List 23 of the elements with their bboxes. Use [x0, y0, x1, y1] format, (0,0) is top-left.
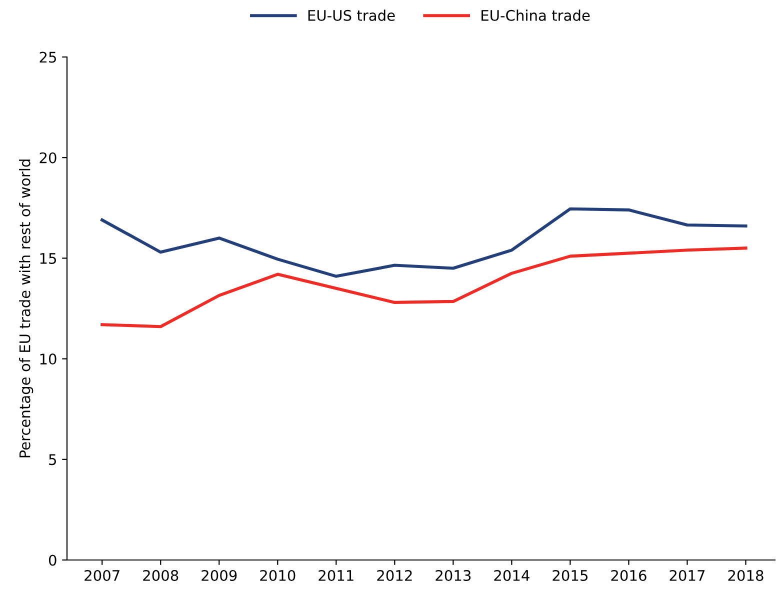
x-tick-label: 2007 [84, 570, 120, 582]
y-tick-label: 20 [40, 152, 56, 164]
legend-label: EU-US trade [308, 10, 395, 21]
x-tick-label: 2015 [552, 570, 588, 582]
line-series [100, 246, 748, 328]
y-tick-label: 25 [40, 52, 56, 63]
y-tick-label: 0 [48, 554, 56, 566]
legend-label: EU-China trade [482, 10, 590, 21]
y-tick-label: 10 [40, 354, 56, 365]
y-tick-label: 5 [49, 454, 56, 466]
y-axis-title: Percentage of EU trade with rest of world [19, 160, 34, 458]
x-tick-label: 2012 [377, 570, 412, 582]
x-tick-label: 2016 [611, 570, 646, 582]
x-tick-label: 2013 [436, 570, 471, 582]
x-tick-label: 2011 [318, 570, 354, 582]
x-tick-label: 2014 [494, 570, 530, 582]
x-tick-label: 2009 [202, 570, 237, 582]
y-tick-label: 15 [40, 253, 56, 264]
x-tick-label: 2017 [670, 570, 705, 582]
x-tick-label: 2010 [260, 570, 296, 582]
line-series [100, 207, 748, 278]
x-tick-label: 2018 [728, 570, 764, 582]
x-tick-label: 2008 [143, 570, 178, 582]
